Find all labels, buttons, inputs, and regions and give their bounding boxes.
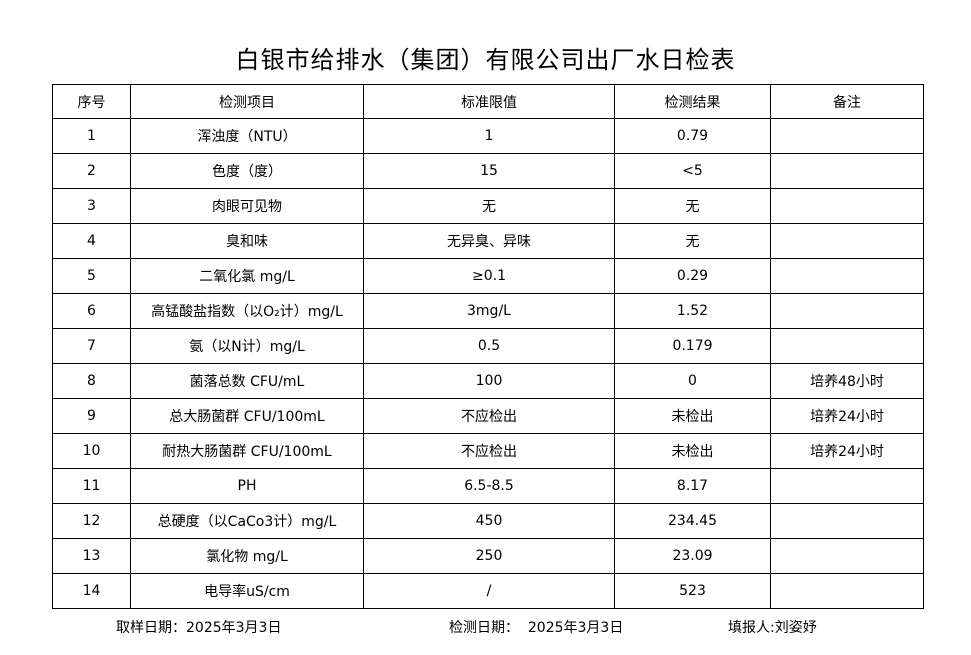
- cell-index: 8: [52, 363, 131, 399]
- cell-index: 14: [52, 573, 131, 609]
- table-row: 11 PH 6.5-8.5 8.17: [52, 468, 924, 504]
- table-row: 12 总硬度（以CaCo3计）mg/L 450 234.45: [52, 503, 924, 539]
- cell-standard-limit: 无异臭、异味: [363, 223, 615, 259]
- cell-result: 0.79: [614, 118, 771, 154]
- cell-standard-limit: 1: [363, 118, 615, 154]
- cell-item: 氯化物 mg/L: [130, 538, 364, 574]
- cell-item: 电导率uS/cm: [130, 573, 364, 609]
- cell-result: 无: [614, 188, 771, 224]
- cell-index: 3: [52, 188, 131, 224]
- cell-standard-limit: 无: [363, 188, 615, 224]
- cell-standard-limit: 3mg/L: [363, 293, 615, 329]
- inspection-table: 序号 检测项目 标准限值 检测结果 备注 1 浑浊度（NTU） 1 0.79 2 色度（度） 15 <5…: [52, 84, 924, 609]
- cell-item: 浑浊度（NTU）: [130, 118, 364, 154]
- cell-item: 总硬度（以CaCo3计）mg/L: [130, 503, 364, 539]
- cell-item: 氨（以N计）mg/L: [130, 328, 364, 364]
- cell-result: 0: [614, 363, 771, 399]
- header-item: 检测项目: [130, 84, 364, 119]
- cell-item: 肉眼可见物: [130, 188, 364, 224]
- cell-remark: [770, 538, 924, 574]
- cell-result: 1.52: [614, 293, 771, 329]
- table-row: 5 二氧化氯 mg/L ≥0.1 0.29: [52, 258, 924, 294]
- cell-standard-limit: 15: [363, 153, 615, 189]
- cell-result: 523: [614, 573, 771, 609]
- cell-result: 0.29: [614, 258, 771, 294]
- cell-standard-limit: /: [363, 573, 615, 609]
- cell-standard-limit: 450: [363, 503, 615, 539]
- cell-index: 4: [52, 223, 131, 259]
- cell-item: PH: [130, 468, 364, 504]
- cell-index: 7: [52, 328, 131, 364]
- table-row: 6 高锰酸盐指数（以O₂计）mg/L 3mg/L 1.52: [52, 293, 924, 329]
- cell-item: 臭和味: [130, 223, 364, 259]
- cell-remark: [770, 503, 924, 539]
- cell-standard-limit: 250: [363, 538, 615, 574]
- cell-standard-limit: 0.5: [363, 328, 615, 364]
- cell-standard-limit: ≥0.1: [363, 258, 615, 294]
- cell-index: 11: [52, 468, 131, 504]
- header-remark: 备注: [770, 84, 924, 119]
- cell-index: 1: [52, 118, 131, 154]
- cell-standard-limit: 100: [363, 363, 615, 399]
- cell-remark: [770, 153, 924, 189]
- reporter: 填报人:刘姿妤: [728, 620, 817, 636]
- sampling-date: 取样日期：2025年3月3日: [116, 620, 282, 636]
- cell-item: 二氧化氯 mg/L: [130, 258, 364, 294]
- cell-result: 234.45: [614, 503, 771, 539]
- cell-index: 9: [52, 398, 131, 434]
- table-row: 13 氯化物 mg/L 250 23.09: [52, 538, 924, 574]
- cell-remark: [770, 573, 924, 609]
- cell-remark: [770, 258, 924, 294]
- cell-item: 色度（度）: [130, 153, 364, 189]
- cell-remark: 培养48小时: [770, 363, 924, 399]
- table-row: 1 浑浊度（NTU） 1 0.79: [52, 118, 924, 154]
- testing-date: 检测日期： 2025年3月3日: [449, 620, 624, 636]
- table-row: 10 耐热大肠菌群 CFU/100mL 不应检出 未检出 培养24小时: [52, 433, 924, 469]
- page-title: 白银市给排水（集团）有限公司出厂水日检表: [235, 46, 736, 74]
- table-row: 8 菌落总数 CFU/mL 100 0 培养48小时: [52, 363, 924, 399]
- cell-remark: [770, 188, 924, 224]
- cell-item: 菌落总数 CFU/mL: [130, 363, 364, 399]
- table-row: 4 臭和味 无异臭、异味无: [52, 223, 924, 259]
- cell-item: 高锰酸盐指数（以O₂计）mg/L: [130, 293, 364, 329]
- header-result: 检测结果: [614, 84, 771, 119]
- cell-result: <5: [614, 153, 771, 189]
- table-row: 3 肉眼可见物无无: [52, 188, 924, 224]
- cell-remark: [770, 328, 924, 364]
- table-row: 14 电导率uS/cm/523: [52, 573, 924, 609]
- cell-standard-limit: 6.5-8.5: [363, 468, 615, 504]
- cell-result: 8.17: [614, 468, 771, 504]
- table-row: 9 总大肠菌群 CFU/100mL 不应检出 未检出 培养24小时: [52, 398, 924, 434]
- table-row: 7 氨（以N计）mg/L 0.5 0.179: [52, 328, 924, 364]
- cell-index: 10: [52, 433, 131, 469]
- cell-index: 13: [52, 538, 131, 574]
- cell-remark: [770, 223, 924, 259]
- cell-remark: [770, 293, 924, 329]
- cell-result: 23.09: [614, 538, 771, 574]
- cell-remark: 培养24小时: [770, 398, 924, 434]
- cell-remark: 培养24小时: [770, 433, 924, 469]
- header-index: 序号: [52, 84, 131, 119]
- header-row: 序号 检测项目 标准限值 检测结果 备注: [52, 84, 924, 119]
- cell-item: 耐热大肠菌群 CFU/100mL: [130, 433, 364, 469]
- cell-result: 未检出: [614, 433, 771, 469]
- cell-standard-limit: 不应检出: [363, 433, 615, 469]
- cell-item: 总大肠菌群 CFU/100mL: [130, 398, 364, 434]
- cell-result: 0.179: [614, 328, 771, 364]
- cell-remark: [770, 118, 924, 154]
- cell-result: 未检出: [614, 398, 771, 434]
- header-standard-limit: 标准限值: [363, 84, 615, 119]
- cell-result: 无: [614, 223, 771, 259]
- cell-standard-limit: 不应检出: [363, 398, 615, 434]
- cell-index: 6: [52, 293, 131, 329]
- cell-remark: [770, 468, 924, 504]
- cell-index: 5: [52, 258, 131, 294]
- cell-index: 12: [52, 503, 131, 539]
- table-row: 2 色度（度） 15 <5: [52, 153, 924, 189]
- cell-index: 2: [52, 153, 131, 189]
